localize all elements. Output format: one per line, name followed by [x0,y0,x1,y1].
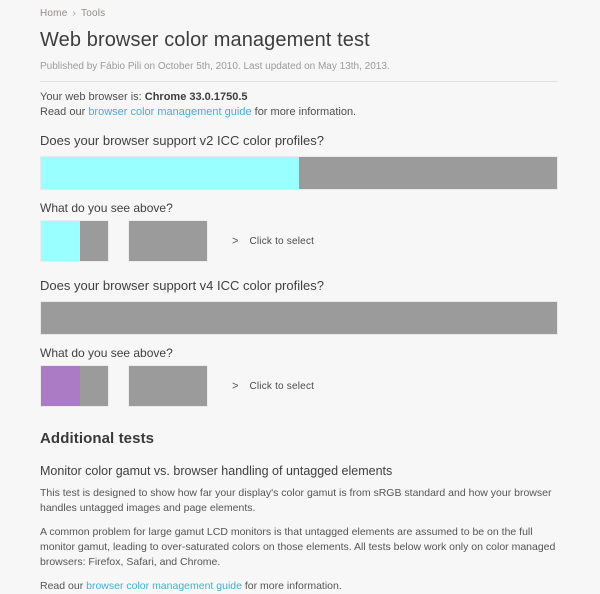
v2-option1-cyan-part [41,221,80,261]
browser-line: Your web browser is: Chrome 33.0.1750.5 [40,90,558,105]
chevron-right-icon: > [232,379,239,393]
chevron-right-icon: > [232,234,239,248]
v4-question: Does your browser support v4 ICC color p… [40,278,324,293]
guide-line-bottom: Read our browser color management guide … [40,579,558,594]
guide-line: Read our browser color management guide … [40,105,558,120]
breadcrumb-tools-link[interactable]: Tools [81,8,106,19]
v4-option-gray-swatch[interactable] [128,365,208,407]
breadcrumb-separator-icon: › [72,8,77,19]
color-management-guide-link[interactable]: browser color management guide [88,106,252,118]
v2-test-image-cyan-half [41,157,299,189]
v2-click-to-select-label: Click to select [249,235,315,247]
v2-question: Does your browser support v2 ICC color p… [40,133,324,148]
published-line: Published by Fábio Pili on October 5th, … [40,61,390,72]
browser-label: Your web browser is: [40,91,145,103]
gamut-test-subheading: Monitor color gamut vs. browser handling… [40,464,393,478]
page-title: Web browser color management test [40,29,370,51]
v4-options-row: > Click to select [40,365,558,407]
v2-option-cyan-gray-swatch[interactable] [40,220,109,262]
v2-options-row: > Click to select [40,220,558,262]
additional-tests-heading: Additional tests [40,430,155,447]
more-info-text: for more information. [251,106,357,118]
v4-subquestion: What do you see above? [40,346,173,360]
v4-option-purple-gray-swatch[interactable] [40,365,109,407]
v4-option1-gray-part [79,366,108,406]
v2-option-gray-swatch[interactable] [128,220,208,262]
v2-option1-gray-part [79,221,108,261]
read-our-text: Read our [40,580,87,592]
v4-click-to-select[interactable]: > Click to select [232,379,315,393]
v2-subquestion: What do you see above? [40,201,173,215]
color-management-guide-link-bottom[interactable]: browser color management guide [86,580,242,592]
v4-test-image-gray [41,302,557,334]
v2-test-image [40,156,558,190]
additional-tests-section: Additional tests Monitor color gamut vs.… [40,430,558,594]
header-divider [40,81,558,82]
more-info-text: for more information. [241,580,342,592]
v4-click-to-select-label: Click to select [249,380,315,392]
v2-test-image-gray-half [299,157,557,189]
gamut-test-paragraph-2: A common problem for large gamut LCD mon… [40,526,556,568]
breadcrumb: Home › Tools [40,8,558,19]
v2-option2-gray-part [129,221,207,261]
v4-option1-purple-part [41,366,80,406]
browser-version: Chrome 33.0.1750.5 [144,91,248,103]
v2-test-section: Does your browser support v2 ICC color p… [40,133,558,262]
gamut-test-paragraph-1: This test is designed to show how far yo… [40,487,552,514]
read-our-text: Read our [40,106,89,118]
v2-click-to-select[interactable]: > Click to select [232,234,315,248]
v4-test-section: Does your browser support v4 ICC color p… [40,278,558,407]
v4-test-image [40,301,558,335]
breadcrumb-home-link[interactable]: Home [40,8,68,19]
v4-option2-gray-part [129,366,207,406]
browser-info: Your web browser is: Chrome 33.0.1750.5 … [40,90,558,120]
